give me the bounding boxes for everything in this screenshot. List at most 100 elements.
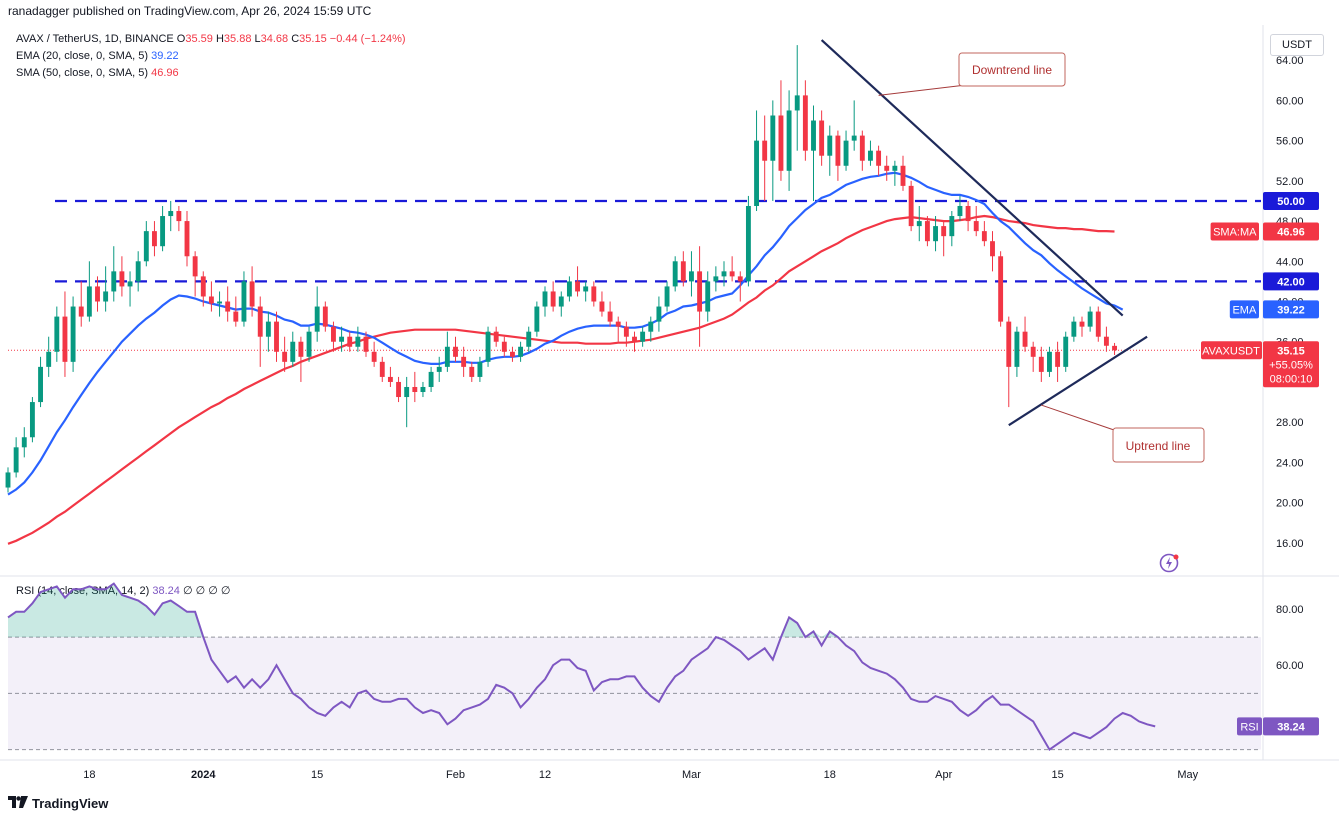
candle-body bbox=[46, 351, 52, 367]
price-tick-label: 56.00 bbox=[1276, 136, 1304, 148]
candle-body bbox=[957, 205, 963, 217]
tradingview-brand[interactable]: TradingView bbox=[8, 796, 108, 811]
candle-body bbox=[355, 336, 361, 347]
candle-body bbox=[510, 351, 515, 357]
candle-body bbox=[1112, 345, 1117, 351]
ema-tag-value: 39.22 bbox=[1277, 304, 1305, 316]
currency-button[interactable]: USDT bbox=[1270, 34, 1324, 56]
ema-legend-label: EMA (20, close, 0, SMA, 5) bbox=[16, 50, 149, 62]
candle-body bbox=[13, 447, 19, 473]
level-50-tag-value-box bbox=[1263, 191, 1319, 210]
candle-body bbox=[924, 221, 930, 242]
candle-body bbox=[290, 341, 296, 362]
candle-body bbox=[168, 211, 174, 217]
candle-body bbox=[892, 165, 898, 171]
rsi-legend-value: 38.24 bbox=[152, 585, 180, 597]
candle-body bbox=[745, 205, 751, 282]
candle-body bbox=[477, 361, 483, 377]
candle-body bbox=[160, 216, 166, 247]
candle-body bbox=[86, 286, 92, 317]
candle-body bbox=[632, 336, 637, 342]
time-tick-label: Feb bbox=[446, 769, 465, 781]
sma-tag-value: 46.96 bbox=[1277, 227, 1305, 239]
uptrend-callout-box bbox=[1112, 427, 1205, 463]
symbol-legend: AVAX / TetherUS, 1D, BINANCE O35.59 H35.… bbox=[16, 32, 406, 47]
candle-body bbox=[656, 306, 662, 322]
ohlc-close: C35.15 bbox=[291, 33, 327, 45]
candle-body bbox=[558, 296, 564, 307]
candle-body bbox=[143, 231, 149, 262]
candle-body bbox=[1030, 346, 1036, 357]
candle-body bbox=[672, 261, 678, 287]
candle-body bbox=[640, 331, 646, 342]
candle-body bbox=[1063, 336, 1069, 367]
candle-body bbox=[135, 261, 141, 282]
lightning-alert-icon[interactable] bbox=[1158, 552, 1180, 574]
candle-body bbox=[265, 321, 271, 337]
candle-body bbox=[436, 366, 442, 372]
rsi-tag-value-box bbox=[1263, 717, 1319, 736]
ohlc-high: H35.88 bbox=[215, 33, 252, 45]
candle-body bbox=[583, 286, 589, 292]
candle-body bbox=[607, 311, 613, 322]
candle-body bbox=[233, 311, 239, 322]
level-42-tag-value: 42.00 bbox=[1277, 276, 1305, 288]
candle-body bbox=[811, 120, 816, 151]
candle-body bbox=[339, 336, 345, 342]
candle-body bbox=[1055, 351, 1061, 367]
candle-body bbox=[38, 366, 43, 403]
rsi-overbought-fill bbox=[8, 583, 1156, 638]
candle-body bbox=[1038, 356, 1044, 372]
candle-body bbox=[331, 326, 336, 342]
candle-body bbox=[859, 135, 865, 161]
candle-body bbox=[933, 226, 938, 242]
candle-body bbox=[868, 150, 873, 161]
publisher-line: ranadagger published on TradingView.com,… bbox=[8, 4, 372, 18]
candle-body bbox=[217, 301, 222, 304]
candle-body bbox=[200, 276, 206, 297]
price-tick-label: 64.00 bbox=[1276, 55, 1304, 67]
price-tick-label: 16.00 bbox=[1276, 538, 1304, 550]
sma-legend[interactable]: SMA (50, close, 0, SMA, 5) 46.96 bbox=[16, 66, 179, 81]
candle-body bbox=[851, 135, 857, 141]
candle-body bbox=[908, 185, 914, 227]
symbol-tag-box bbox=[1263, 341, 1319, 388]
candle-body bbox=[103, 291, 109, 302]
candle-body bbox=[737, 276, 743, 282]
rsi-tick-label: 80.00 bbox=[1276, 604, 1304, 616]
candle-body bbox=[1006, 321, 1012, 367]
candle-body bbox=[208, 296, 214, 304]
sma50-line bbox=[7, 214, 1115, 545]
candle-body bbox=[949, 216, 955, 237]
candle-body bbox=[591, 286, 597, 302]
ema-legend[interactable]: EMA (20, close, 0, SMA, 5) 39.22 bbox=[16, 49, 179, 64]
uptrend-callout-connector bbox=[1041, 404, 1115, 431]
sma-tag-value-box bbox=[1263, 222, 1319, 241]
sma-legend-label: SMA (50, close, 0, SMA, 5) bbox=[16, 67, 149, 79]
sma-legend-value: 46.96 bbox=[151, 67, 179, 79]
candle-body bbox=[461, 356, 467, 367]
candle-body bbox=[729, 271, 735, 277]
candle-body bbox=[453, 346, 458, 357]
candle-body bbox=[379, 361, 385, 377]
uptrend-line bbox=[1008, 335, 1148, 427]
ema-tag-label: EMA bbox=[1232, 304, 1257, 316]
candle-body bbox=[501, 341, 507, 352]
candle-body bbox=[990, 241, 995, 257]
time-tick-label: Apr bbox=[935, 769, 952, 781]
time-tick-label: 15 bbox=[311, 769, 323, 781]
symbol-tag-label: AVAXUSDT bbox=[1202, 345, 1260, 357]
candle-body bbox=[192, 256, 198, 277]
candle-body bbox=[941, 226, 947, 237]
time-tick-label: 18 bbox=[83, 769, 95, 781]
time-tick-label: May bbox=[1177, 769, 1198, 781]
candle-body bbox=[95, 286, 100, 302]
price-tick-label: 52.00 bbox=[1276, 176, 1304, 188]
candle-body bbox=[176, 211, 182, 222]
candle-body bbox=[127, 281, 133, 287]
candle-body bbox=[225, 301, 231, 312]
candle-body bbox=[900, 165, 906, 186]
candle-body bbox=[794, 95, 800, 111]
candle-body bbox=[306, 331, 312, 357]
